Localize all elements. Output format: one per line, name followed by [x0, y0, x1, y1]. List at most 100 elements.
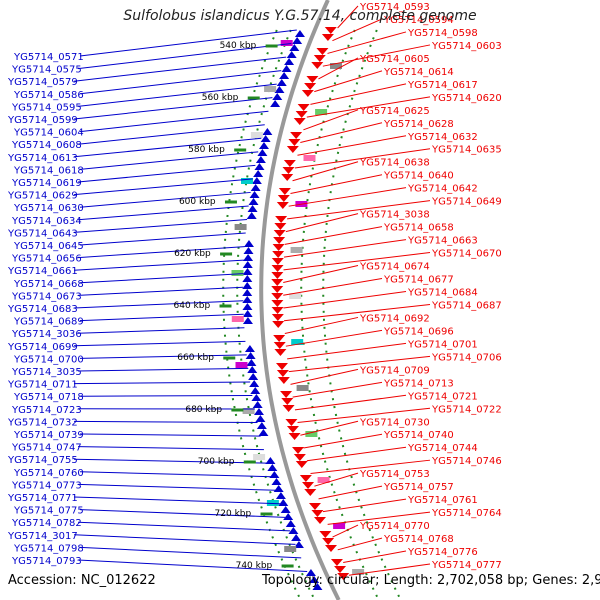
plus-gene-arrow: [274, 223, 287, 230]
minus-gene-arrow: [274, 86, 285, 93]
plus-gene-label: YG5714_0628: [383, 119, 454, 130]
minus-gene-arrow: [260, 135, 271, 142]
scale-tick-label: 540 kbp: [220, 41, 257, 51]
plus-gene-arrow: [276, 202, 289, 209]
minus-gene-arrow: [272, 93, 283, 100]
plus-gene-label: YG5714_0776: [407, 547, 478, 558]
scale-tick-label: 620 kbp: [174, 249, 211, 259]
plus-gene-arrow: [313, 55, 326, 62]
minus-gene-label: YG5714_3036: [11, 329, 82, 340]
feature-block: [290, 247, 303, 253]
plus-gene-label: YG5714_0753: [359, 469, 430, 480]
accession-label: Accession: NC_012622: [8, 573, 156, 588]
minus-leader-line: [73, 496, 281, 505]
minus-leader-line: [73, 420, 258, 424]
backbone-line: [259, 0, 341, 600]
plus-gene-label: YG5714_0696: [383, 326, 454, 337]
plus-leader-line: [300, 122, 383, 144]
minus-gene-arrow: [286, 51, 297, 58]
plus-gene-label: YG5714_0642: [407, 184, 478, 195]
plus-gene-arrow: [316, 48, 329, 55]
minus-gene-arrow: [242, 261, 253, 268]
plus-gene-arrow: [286, 426, 299, 433]
minus-gene-label: YG5714_0656: [11, 254, 82, 265]
minus-gene-arrow: [244, 345, 255, 352]
scale-tick-label: 560 kbp: [202, 93, 239, 103]
plus-gene-arrow: [308, 503, 321, 510]
plus-gene-arrow: [271, 307, 284, 314]
plus-gene-arrow: [306, 76, 319, 83]
minus-gene-label: YG5714_0700: [13, 354, 84, 365]
minus-gene-label: YG5714_0732: [7, 417, 78, 428]
plus-gene-label: YG5714_0617: [407, 80, 478, 91]
minus-leader-line: [73, 300, 244, 309]
plus-gene-arrow: [273, 335, 286, 342]
minus-gene-arrow: [289, 44, 300, 51]
minus-leader-line: [79, 273, 244, 284]
minus-gene-arrow: [271, 478, 282, 485]
minus-leader-line: [77, 559, 308, 572]
plus-gene-label: YG5714_0640: [383, 171, 454, 182]
minus-gene-label: YG5714_0579: [7, 77, 78, 88]
plus-leader-line: [283, 252, 431, 271]
minus-gene-arrow: [255, 156, 266, 163]
minus-gene-arrow: [284, 58, 295, 65]
plus-gene-arrow: [295, 111, 308, 118]
feature-block: [234, 224, 247, 230]
minus-gene-arrow: [247, 205, 258, 212]
plus-leader-line: [332, 18, 383, 42]
minus-leader-line: [79, 546, 302, 559]
minus-gene-arrow: [248, 198, 259, 205]
minus-gene-arrow: [247, 366, 258, 373]
plus-gene-arrow: [282, 167, 295, 174]
plus-leader-line: [332, 524, 359, 538]
plus-gene-label: YG5714_0709: [359, 365, 430, 376]
minus-leader-line: [77, 327, 245, 334]
minus-gene-label: YG5714_0723: [11, 405, 82, 416]
minus-leader-line: [73, 219, 248, 233]
plus-leader-line: [285, 213, 359, 233]
plus-gene-arrow: [324, 545, 337, 552]
minus-gene-arrow: [250, 184, 261, 191]
plus-gene-arrow: [271, 272, 284, 279]
minus-gene-arrow: [294, 30, 305, 37]
minus-gene-arrow: [292, 37, 303, 44]
plus-gene-label: YG5714_0701: [407, 339, 478, 350]
minus-gene-arrow: [305, 569, 316, 576]
plus-leader-line: [283, 265, 359, 284]
feature-block: [235, 362, 248, 368]
plus-gene-label: YG5714_0598: [407, 28, 478, 39]
minus-gene-label: YG5714_0760: [13, 468, 84, 479]
feature-block: [352, 569, 365, 575]
plus-gene-label: YG5714_0777: [431, 560, 502, 571]
minus-gene-label: YG5714_0683: [7, 304, 78, 315]
minus-gene-arrow: [245, 352, 256, 359]
plus-gene-arrow: [283, 160, 296, 167]
feature-block: [330, 63, 342, 69]
minus-gene-label: YG5714_0798: [13, 543, 84, 554]
minus-gene-label: YG5714_0608: [11, 140, 82, 151]
minus-gene-arrow: [242, 268, 253, 275]
feature-block: [280, 40, 293, 46]
minus-leader-line: [73, 97, 273, 120]
minus-gene-label: YG5714_0634: [11, 216, 82, 227]
plus-leader-line: [283, 303, 431, 322]
plus-gene-label: YG5714_0770: [359, 521, 430, 532]
minus-gene-label: YG5714_0571: [13, 52, 84, 63]
plus-gene-arrow: [337, 573, 350, 580]
plus-gene-arrow: [272, 251, 285, 258]
minus-gene-label: YG5714_0595: [11, 102, 82, 113]
minus-leader-line: [79, 313, 244, 322]
minus-gene-arrow: [242, 275, 253, 282]
minus-gene-arrow: [270, 100, 281, 107]
plus-gene-arrow: [282, 405, 295, 412]
minus-gene-label: YG5714_0599: [7, 115, 78, 126]
minus-gene-arrow: [257, 149, 268, 156]
minus-gene-arrow: [312, 583, 323, 590]
minus-leader-line: [73, 458, 268, 464]
plus-leader-line: [290, 368, 359, 385]
plus-gene-label: YG5714_0658: [383, 223, 454, 234]
scale-tick-label: 660 kbp: [177, 353, 214, 363]
minus-gene-arrow: [253, 408, 264, 415]
minus-gene-arrow: [243, 254, 254, 261]
